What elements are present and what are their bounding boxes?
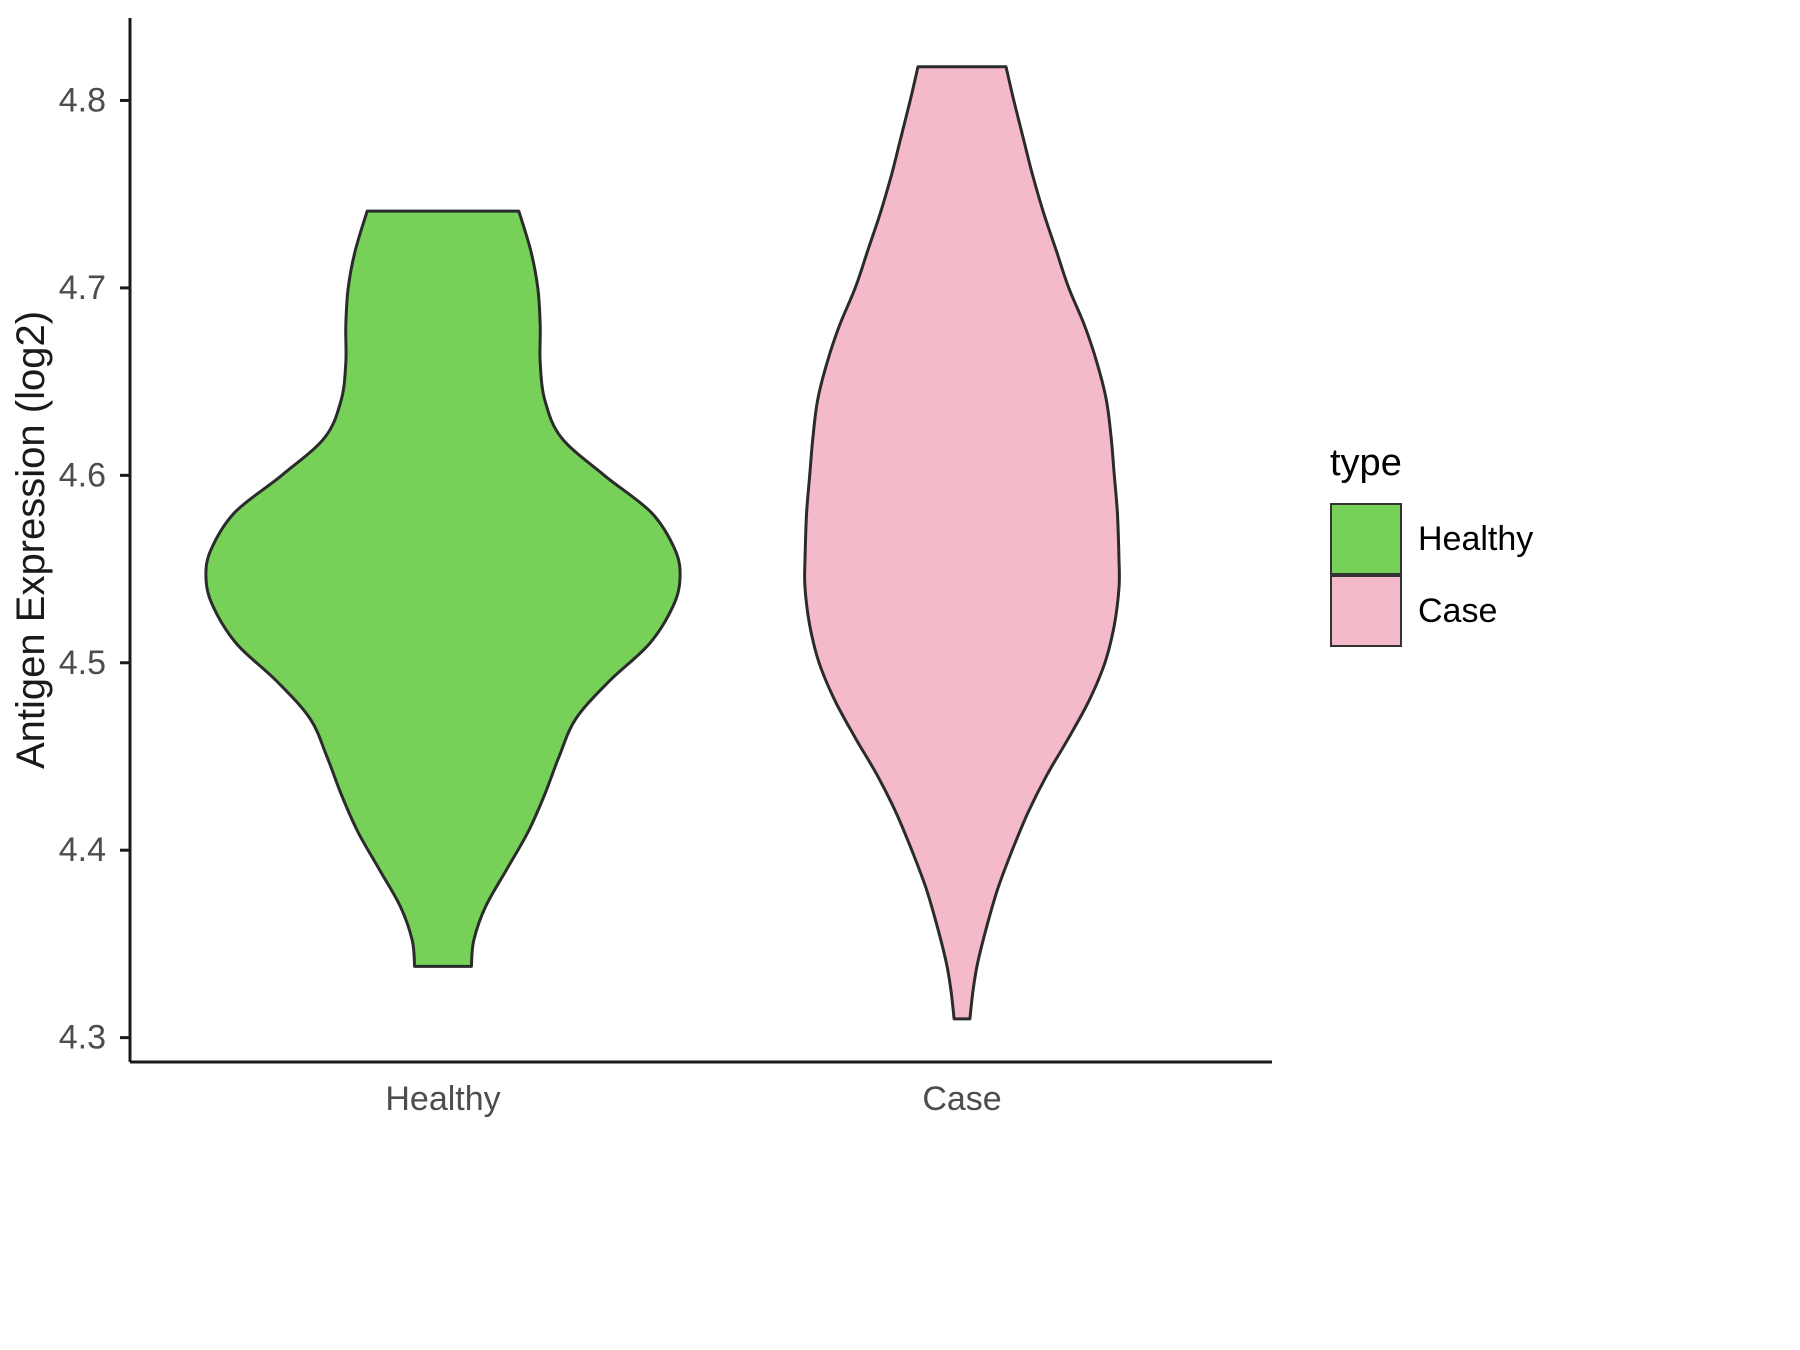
y-tick-label: 4.6 xyxy=(59,456,106,494)
legend-key-case xyxy=(1330,575,1402,647)
violin-case xyxy=(803,65,1121,1021)
x-category-label-healthy: Healthy xyxy=(385,1080,500,1118)
violin-healthy xyxy=(204,209,682,968)
legend-entry-case: Case xyxy=(1330,575,1533,647)
y-tick-label: 4.4 xyxy=(59,831,106,869)
legend-label-healthy: Healthy xyxy=(1418,519,1534,558)
legend-entry-healthy: Healthy xyxy=(1330,503,1533,575)
y-tick-label: 4.5 xyxy=(59,644,106,682)
x-category-label-case: Case xyxy=(922,1080,1001,1118)
y-axis-title: Antigen Expression (log2) xyxy=(9,311,53,769)
y-tick-label: 4.3 xyxy=(59,1019,106,1057)
legend-title: type xyxy=(1330,442,1402,484)
y-tick-label: 4.7 xyxy=(59,269,106,307)
y-tick-label: 4.8 xyxy=(59,81,106,119)
legend-key-healthy xyxy=(1330,503,1402,575)
legend-label-case: Case xyxy=(1418,591,1498,630)
legend: type Healthy Case xyxy=(1330,442,1533,647)
